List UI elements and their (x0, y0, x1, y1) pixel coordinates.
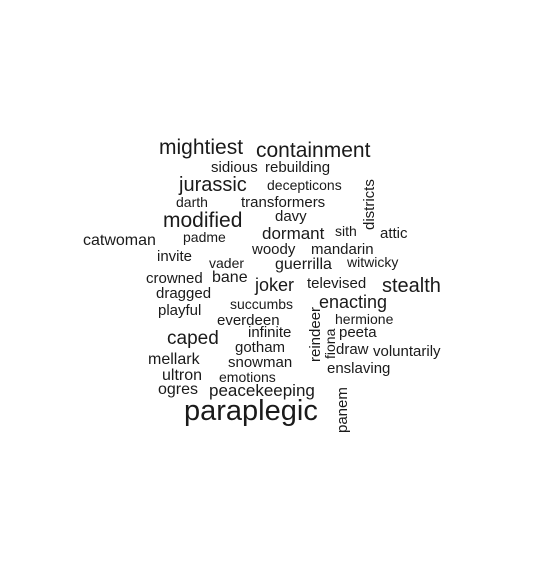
word-dormant: dormant (262, 224, 325, 243)
word-ultron: ultron (162, 367, 203, 384)
word-fiona: fiona (322, 328, 338, 359)
word-davy: davy (275, 208, 307, 225)
word-caped: caped (167, 328, 219, 349)
word-panem: panem (334, 387, 351, 433)
word-mightiest: mightiest (159, 136, 244, 159)
word-woody: woody (252, 241, 296, 258)
word-sidious: sidious (211, 159, 258, 176)
word-emotions: emotions (219, 369, 276, 385)
word-modified: modified (163, 209, 243, 232)
word-snowman: snowman (228, 354, 293, 371)
word-gotham: gotham (235, 339, 286, 356)
word-mellark: mellark (148, 351, 200, 368)
word-draw: draw (336, 341, 369, 358)
word-televised: televised (307, 275, 367, 292)
word-succumbs: succumbs (230, 296, 294, 312)
word-vader: vader (209, 255, 245, 271)
word-invite: invite (157, 248, 193, 265)
word-stealth: stealth (382, 275, 441, 297)
word-reindeer: reindeer (307, 306, 324, 362)
word-witwicky: witwicky (347, 254, 399, 270)
word-ogres: ogres (158, 381, 199, 398)
word-sith: sith (335, 223, 357, 239)
word-decepticons: decepticons (267, 177, 342, 193)
word-districts: districts (361, 179, 378, 230)
word-enslaving: enslaving (327, 360, 391, 377)
word-catwoman: catwoman (83, 232, 156, 249)
word-dragged: dragged (156, 285, 212, 302)
word-bane: bane (212, 269, 248, 286)
word-peacekeeping: peacekeeping (209, 381, 315, 400)
word-jurassic: jurassic (179, 174, 247, 196)
word-peeta: peeta (339, 324, 377, 341)
word-joker: joker (255, 275, 295, 295)
word-darth: darth (176, 194, 208, 210)
word-hermione: hermione (335, 311, 394, 327)
word-voluntarily: voluntarily (373, 343, 441, 360)
word-attic: attic (380, 225, 408, 242)
word-playful: playful (158, 302, 202, 319)
word-transformers: transformers (241, 194, 326, 211)
word-padme: padme (183, 229, 226, 245)
word-rebuilding: rebuilding (265, 159, 331, 176)
word-paraplegic: paraplegic (184, 395, 318, 427)
word-containment: containment (256, 139, 371, 162)
word-enacting: enacting (319, 292, 388, 312)
word-everdeen: everdeen (217, 312, 280, 329)
word-mandarin: mandarin (311, 241, 374, 258)
word-guerrilla: guerrilla (275, 256, 332, 273)
word-crowned: crowned (146, 270, 203, 287)
word-infinite: infinite (248, 324, 292, 341)
